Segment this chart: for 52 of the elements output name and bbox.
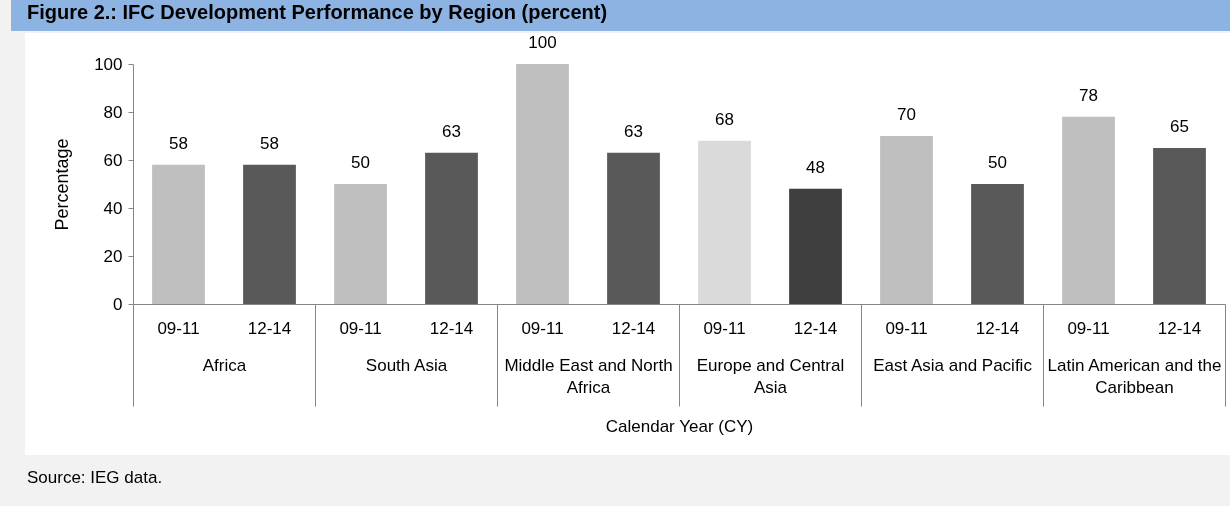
bar — [607, 152, 660, 304]
text: 12-14 — [1157, 319, 1202, 338]
x-tick-label: Latin American and the Caribbean — [1047, 355, 1222, 397]
x-tick-label: Africa — [202, 355, 247, 375]
text: 09-11 — [703, 319, 746, 338]
y-tick-label: 100 — [94, 54, 123, 74]
data-label: 50 — [988, 153, 1007, 172]
text: 09-11 — [339, 319, 382, 338]
data-label: 68 — [715, 109, 734, 129]
y-tick-label: 20 — [103, 246, 123, 266]
data-label: 63 — [624, 121, 643, 141]
y-tick-label: 60 — [103, 150, 123, 170]
data-label: 78 — [1079, 85, 1098, 105]
bar — [698, 140, 751, 304]
text: 09-11 — [1067, 319, 1110, 338]
text: 12-14 — [429, 319, 474, 338]
y-axis-title: Percentage — [52, 138, 73, 231]
y-tick-label: 40 — [103, 198, 123, 218]
bar — [334, 184, 387, 304]
text: 12-14 — [793, 319, 838, 338]
text: 12-14 — [611, 319, 656, 338]
y-tick-label: 80 — [103, 102, 123, 122]
source-note: Source: IEG data. — [27, 468, 163, 487]
data-label: 63 — [442, 121, 461, 141]
bar — [971, 184, 1024, 304]
x-tick-label: Middle East and North Africa — [504, 355, 673, 397]
bar — [152, 164, 205, 304]
bar — [789, 188, 842, 304]
series-label: 12-14 — [247, 319, 292, 338]
data-label: 50 — [351, 153, 370, 172]
data-label: 48 — [806, 157, 825, 177]
data-label: 65 — [1170, 117, 1189, 136]
bar — [880, 136, 933, 304]
data-label: 58 — [260, 133, 279, 153]
text: 09-11 — [885, 319, 928, 338]
data-label: 70 — [897, 105, 916, 124]
bar — [243, 164, 296, 304]
bar — [516, 64, 569, 304]
bar — [1153, 148, 1206, 304]
x-axis-title: Calendar Year (CY) — [605, 417, 754, 436]
data-label: 58 — [169, 133, 188, 153]
x-tick-label: South Asia — [365, 355, 448, 375]
data-label: 100 — [528, 33, 557, 52]
bar — [1062, 116, 1115, 304]
x-tick-label: Europe and Central Asia — [696, 355, 845, 397]
text: 09-11 — [521, 319, 564, 338]
bar — [425, 152, 478, 304]
chart-title: Figure 2.: IFC Development Performance by Region (percent) — [27, 1, 608, 23]
text: 12-14 — [975, 319, 1020, 338]
x-tick-label: East Asia and Pacific — [873, 355, 1033, 375]
y-tick-label: 0 — [113, 294, 123, 314]
series-label: 09-11 — [157, 319, 200, 338]
